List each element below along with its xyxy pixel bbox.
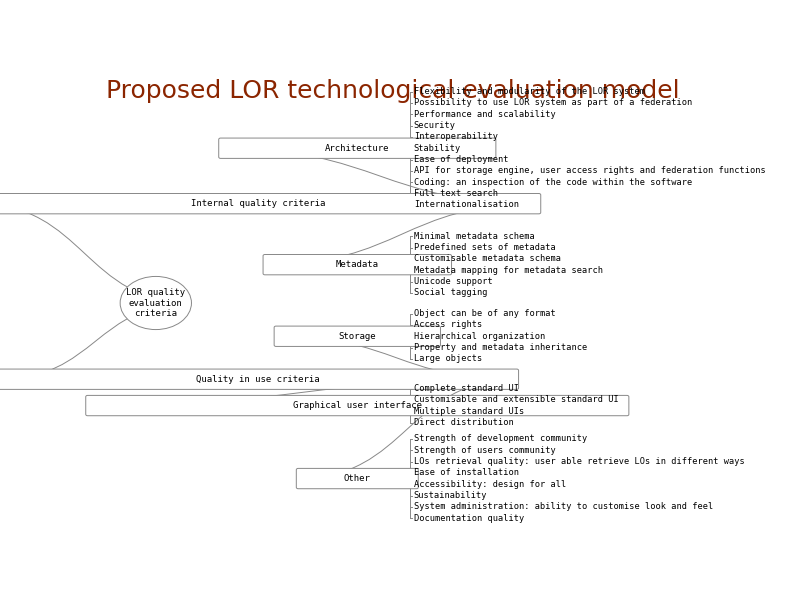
Text: API for storage engine, user access rights and federation functions: API for storage engine, user access righ…	[414, 166, 766, 175]
Text: Architecture: Architecture	[325, 144, 390, 153]
FancyBboxPatch shape	[274, 326, 441, 346]
Text: Sustainability: Sustainability	[414, 491, 487, 500]
Text: Accessibility: design for all: Accessibility: design for all	[414, 480, 566, 489]
Text: Hierarchical organization: Hierarchical organization	[414, 332, 545, 341]
Text: Social tagging: Social tagging	[414, 289, 487, 298]
Text: Unicode support: Unicode support	[414, 277, 493, 286]
Text: System administration: ability to customise look and feel: System administration: ability to custom…	[414, 502, 713, 511]
Text: LOs retrieval quality: user able retrieve LOs in different ways: LOs retrieval quality: user able retriev…	[414, 457, 745, 466]
Text: Documentation quality: Documentation quality	[414, 514, 524, 523]
Text: Customisable and extensible standard UI: Customisable and extensible standard UI	[414, 395, 618, 404]
Text: Internationalisation: Internationalisation	[414, 200, 518, 209]
Text: Graphical user interface: Graphical user interface	[293, 401, 422, 410]
Text: Object can be of any format: Object can be of any format	[414, 309, 555, 318]
Text: Security: Security	[414, 121, 456, 130]
Text: Possibility to use LOR system as part of a federation: Possibility to use LOR system as part of…	[414, 98, 692, 107]
Text: Predefined sets of metadata: Predefined sets of metadata	[414, 243, 555, 252]
Text: Strength of development community: Strength of development community	[414, 434, 587, 443]
Text: Ease of deployment: Ease of deployment	[414, 155, 508, 164]
Text: Coding: an inspection of the code within the software: Coding: an inspection of the code within…	[414, 178, 692, 187]
Text: Performance and scalability: Performance and scalability	[414, 110, 555, 119]
Text: Interoperability: Interoperability	[414, 133, 498, 142]
Text: Strength of users community: Strength of users community	[414, 446, 555, 455]
FancyBboxPatch shape	[263, 254, 451, 275]
Text: Multiple standard UIs: Multiple standard UIs	[414, 407, 524, 416]
FancyBboxPatch shape	[218, 138, 496, 158]
Text: Access rights: Access rights	[414, 320, 482, 329]
Text: Property and metadata inheritance: Property and metadata inheritance	[414, 343, 587, 352]
Text: Proposed LOR technological evaluation model: Proposed LOR technological evaluation mo…	[106, 79, 680, 103]
Text: Stability: Stability	[414, 144, 461, 153]
FancyBboxPatch shape	[86, 395, 629, 416]
Text: Direct distribution: Direct distribution	[414, 418, 514, 427]
Text: Storage: Storage	[338, 332, 376, 341]
Text: Complete standard UI: Complete standard UI	[414, 384, 518, 393]
Text: Minimal metadata schema: Minimal metadata schema	[414, 232, 534, 241]
FancyBboxPatch shape	[296, 469, 418, 489]
Text: Metadata: Metadata	[336, 260, 379, 269]
Text: Flexibility and modularity of the LOR system: Flexibility and modularity of the LOR sy…	[414, 87, 645, 96]
FancyBboxPatch shape	[0, 369, 518, 389]
Text: Large objects: Large objects	[414, 355, 482, 364]
Text: Full text search: Full text search	[414, 189, 498, 198]
Text: Internal quality criteria: Internal quality criteria	[191, 199, 326, 208]
FancyBboxPatch shape	[0, 194, 541, 214]
Ellipse shape	[120, 277, 191, 329]
Text: LOR quality
evaluation
criteria: LOR quality evaluation criteria	[126, 288, 186, 318]
Text: Other: Other	[344, 474, 370, 483]
Text: Quality in use criteria: Quality in use criteria	[196, 375, 320, 384]
Text: Ease of installation: Ease of installation	[414, 469, 518, 478]
Text: Metadata mapping for metadata search: Metadata mapping for metadata search	[414, 266, 602, 275]
Text: Customisable metadata schema: Customisable metadata schema	[414, 254, 561, 263]
